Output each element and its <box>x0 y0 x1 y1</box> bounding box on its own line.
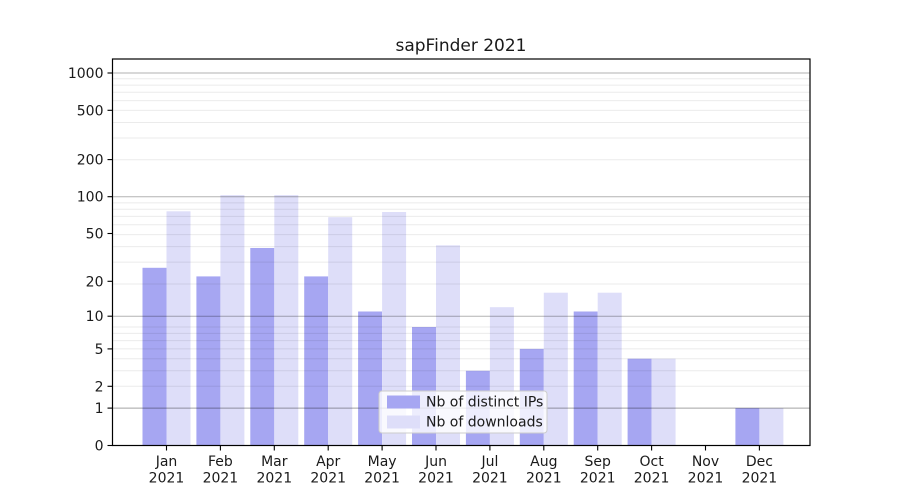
y-tick-label: 200 <box>77 153 104 169</box>
x-tick-label-month: Jul <box>480 454 498 470</box>
x-tick-label-year: 2021 <box>472 471 508 487</box>
x-tick-label-year: 2021 <box>688 471 724 487</box>
bar-nb-of-distinct-ips-may <box>358 311 383 446</box>
bar-nb-of-distinct-ips-oct <box>627 358 652 446</box>
y-tick-label: 0 <box>95 439 104 455</box>
y-tick-label: 20 <box>86 274 104 290</box>
y-tick-label: 5 <box>95 342 104 358</box>
bar-nb-of-distinct-ips-feb <box>196 276 221 446</box>
legend-label-downloads: Nb of downloads <box>426 415 543 431</box>
x-tick-label-year: 2021 <box>418 471 454 487</box>
x-tick-label-year: 2021 <box>364 471 400 487</box>
y-tick-label: 50 <box>86 227 104 243</box>
y-tick-label: 2 <box>95 379 104 395</box>
bar-nb-of-downloads-apr <box>328 217 353 446</box>
x-tick-label-year: 2021 <box>256 471 292 487</box>
x-tick-label-year: 2021 <box>526 471 562 487</box>
legend-swatch-distinct-ips <box>387 395 420 409</box>
x-tick-label-month: Mar <box>261 454 288 470</box>
bar-nb-of-distinct-ips-dec <box>735 408 760 446</box>
bar-nb-of-distinct-ips-apr <box>304 276 329 446</box>
bar-nb-of-downloads-dec <box>759 408 784 446</box>
y-tick-label: 500 <box>77 103 104 119</box>
bar-nb-of-downloads-aug <box>543 292 568 446</box>
x-tick-label-year: 2021 <box>310 471 346 487</box>
x-tick-label-year: 2021 <box>634 471 670 487</box>
x-tick-label-month: Feb <box>208 454 233 470</box>
x-tick-label-month: Nov <box>692 454 719 470</box>
y-tick-label: 10 <box>86 309 104 325</box>
legend: Nb of distinct IPs Nb of downloads <box>378 390 548 434</box>
x-tick-label-month: Apr <box>316 454 340 470</box>
x-tick-label-year: 2021 <box>203 471 239 487</box>
bar-nb-of-downloads-feb <box>220 195 245 446</box>
bar-nb-of-downloads-oct <box>651 358 676 446</box>
x-tick-label-month: Sep <box>585 454 612 470</box>
bars-group <box>142 195 784 446</box>
chart-title: sapFinder 2021 <box>395 36 526 56</box>
bar-nb-of-distinct-ips-mar <box>250 248 275 446</box>
legend-label-distinct-ips: Nb of distinct IPs <box>426 395 543 411</box>
x-axis-ticks: Jan2021Feb2021Mar2021Apr2021May2021Jun20… <box>149 445 778 487</box>
plot-border <box>111 58 811 447</box>
bar-nb-of-downloads-jan <box>166 211 191 446</box>
bar-nb-of-downloads-sep <box>597 292 622 446</box>
bar-nb-of-distinct-ips-jan <box>142 267 167 446</box>
y-tick-label: 100 <box>77 190 104 206</box>
x-tick-label-year: 2021 <box>742 471 778 487</box>
bar-nb-of-distinct-ips-sep <box>573 311 598 446</box>
x-tick-label-year: 2021 <box>580 471 616 487</box>
legend-swatch-downloads <box>387 415 420 429</box>
legend-box <box>378 390 548 434</box>
x-tick-label-year: 2021 <box>149 471 185 487</box>
x-tick-label-month: Jan <box>155 454 178 470</box>
x-tick-label-month: Dec <box>746 454 773 470</box>
y-axis-ticks: 0 1 2 5 10 20 50 100 200 500 1000 <box>68 66 113 455</box>
x-tick-label-month: May <box>368 454 397 470</box>
y-tick-label: 1000 <box>68 66 104 82</box>
x-tick-label-month: Jun <box>424 454 447 470</box>
x-tick-label-month: Oct <box>639 454 664 470</box>
x-tick-label-month: Aug <box>530 454 557 470</box>
y-tick-label: 1 <box>95 401 104 417</box>
bar-nb-of-downloads-mar <box>274 195 299 446</box>
